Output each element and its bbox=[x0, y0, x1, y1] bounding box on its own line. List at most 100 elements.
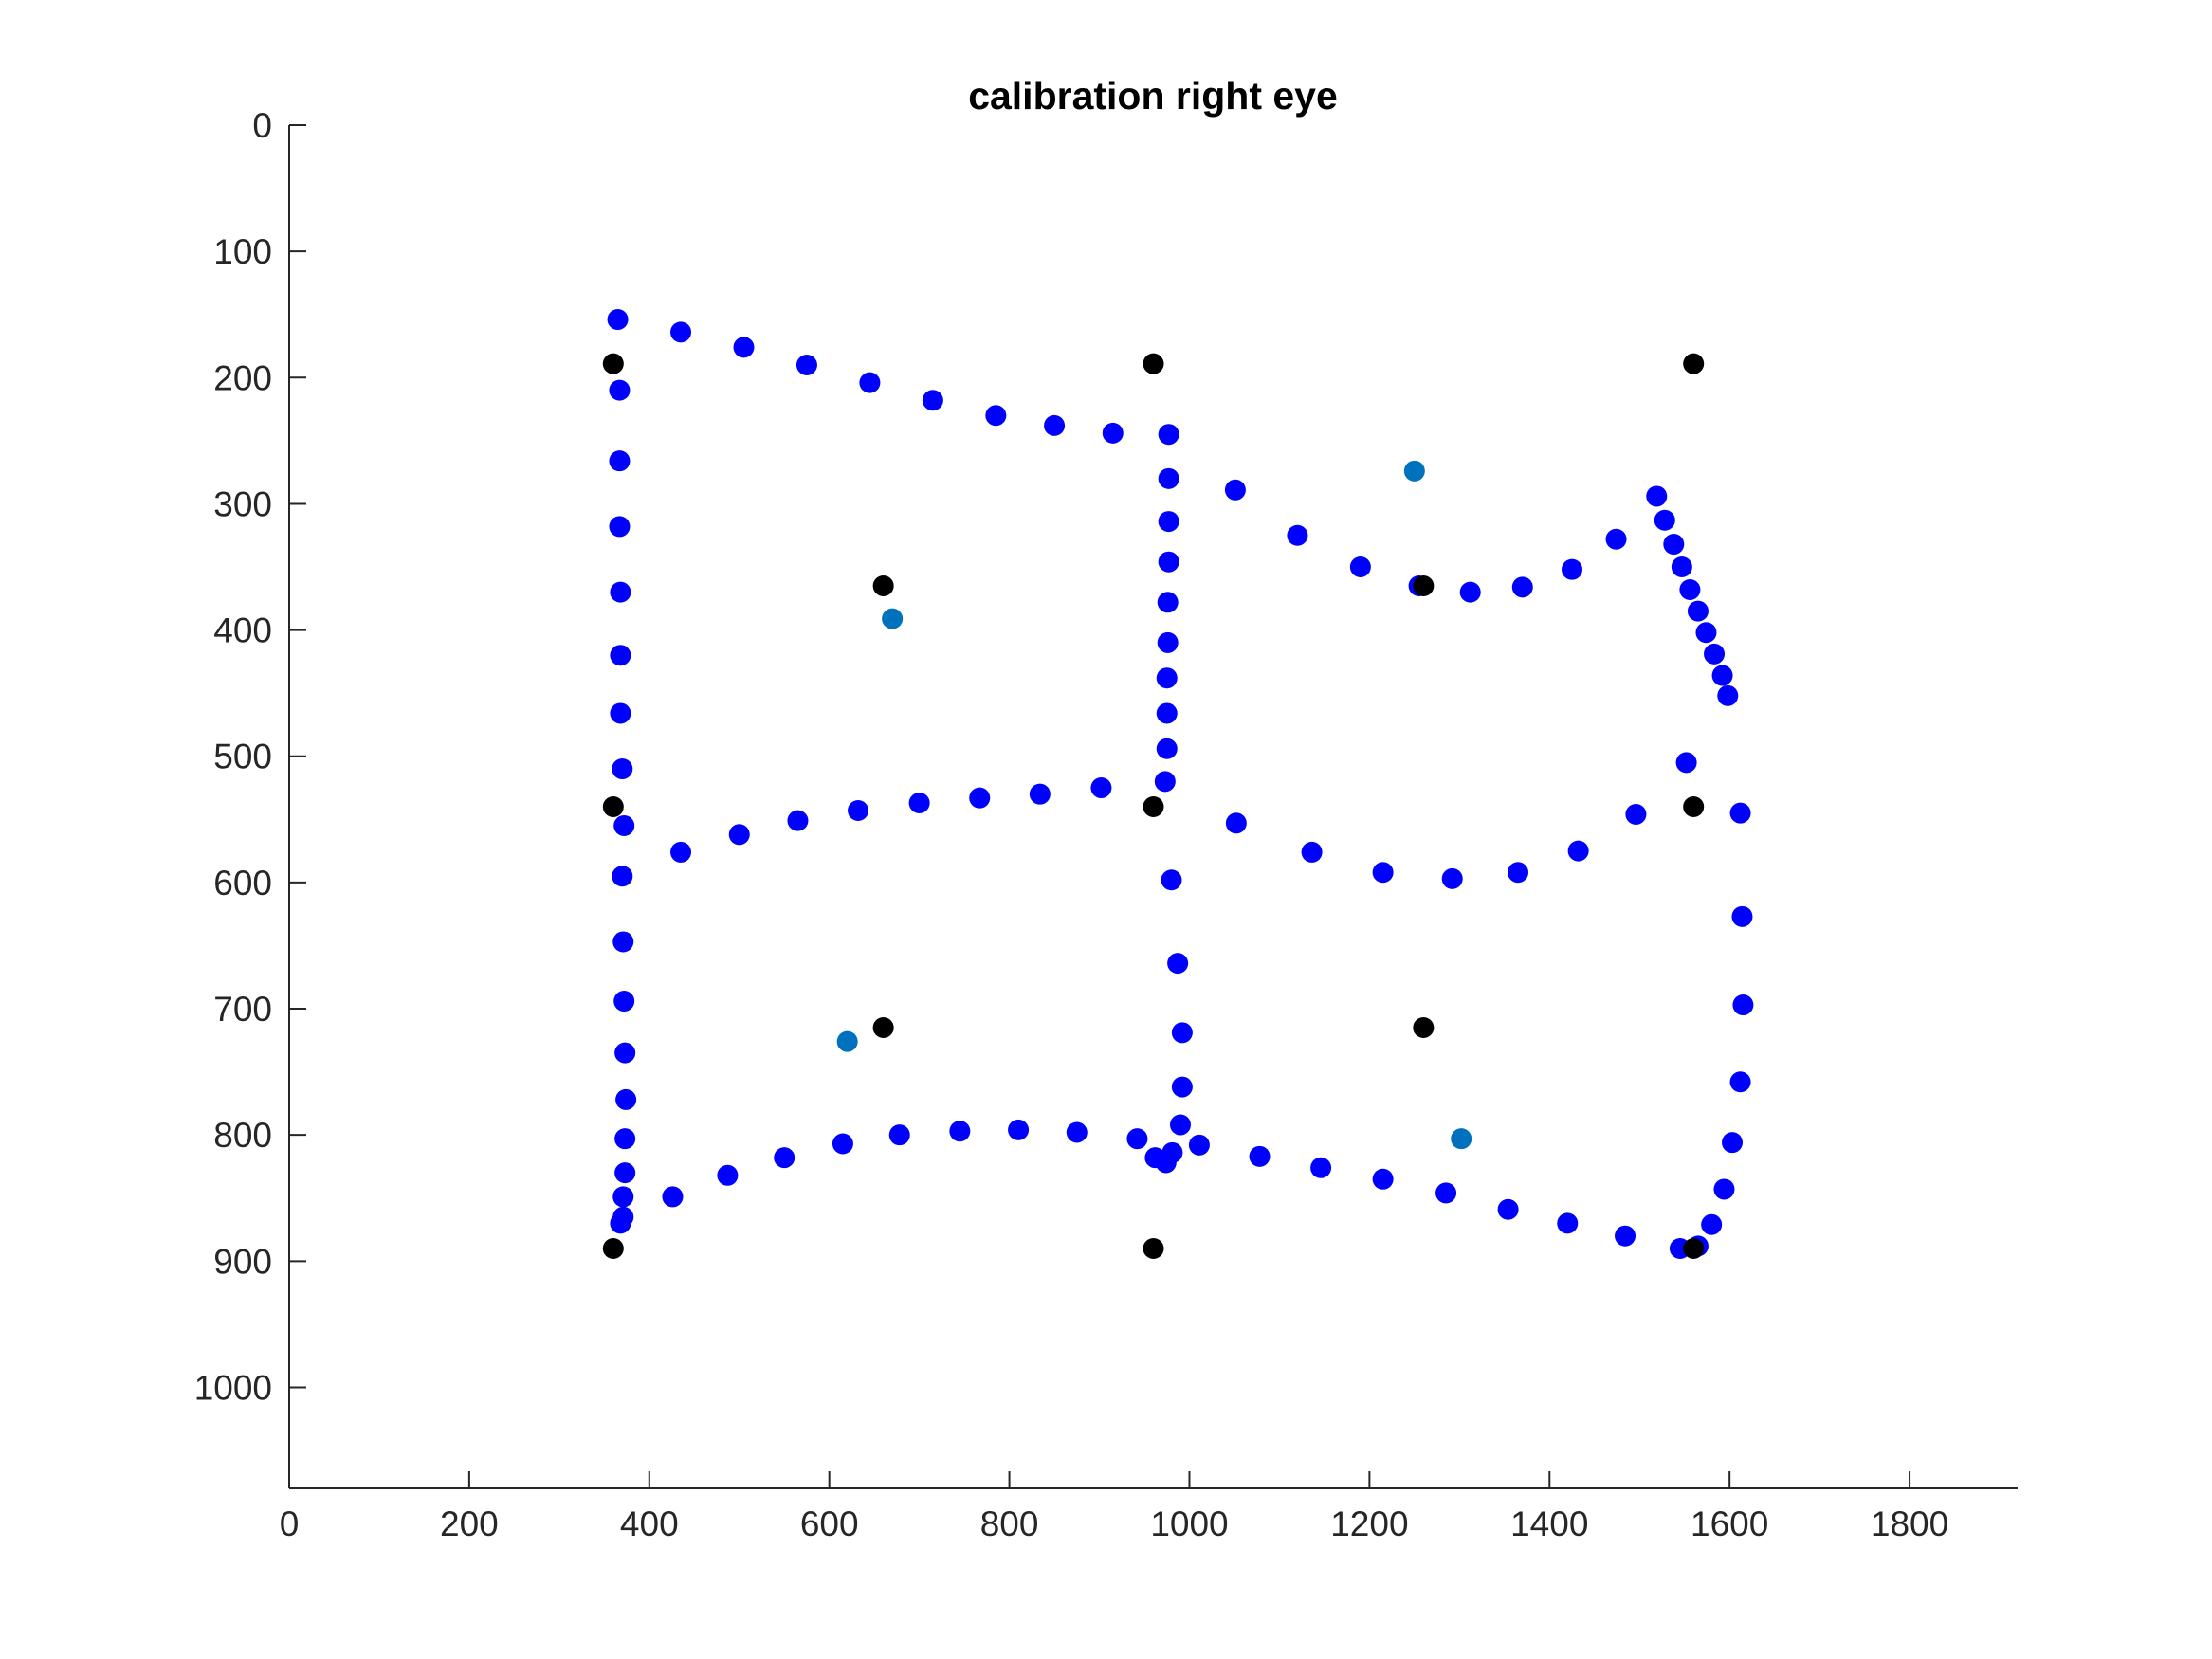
data-point bbox=[717, 1164, 739, 1186]
data-point bbox=[1729, 802, 1751, 824]
data-points bbox=[602, 309, 1754, 1260]
data-point bbox=[1722, 1132, 1744, 1154]
data-point bbox=[1171, 1076, 1193, 1098]
data-point bbox=[1310, 1157, 1332, 1178]
data-point bbox=[1511, 576, 1533, 598]
x-tick-label: 1400 bbox=[1510, 1504, 1588, 1543]
data-point bbox=[733, 337, 755, 358]
data-point bbox=[872, 574, 894, 596]
x-tick-label: 600 bbox=[800, 1504, 859, 1543]
data-point bbox=[1557, 1212, 1579, 1234]
data-point bbox=[1435, 1182, 1457, 1204]
data-point bbox=[1161, 869, 1182, 891]
data-point bbox=[1675, 752, 1697, 774]
data-point bbox=[1687, 600, 1709, 622]
data-point bbox=[1143, 796, 1164, 817]
data-point bbox=[1663, 534, 1685, 556]
data-point bbox=[609, 516, 631, 538]
data-point bbox=[1683, 1238, 1705, 1260]
data-point bbox=[1713, 1178, 1735, 1200]
data-point bbox=[832, 1133, 853, 1155]
data-point bbox=[1451, 1128, 1472, 1150]
data-point bbox=[610, 702, 631, 724]
data-point bbox=[1701, 1213, 1723, 1235]
data-point bbox=[1605, 528, 1627, 550]
data-point bbox=[1156, 738, 1178, 759]
data-point bbox=[1143, 1238, 1164, 1260]
data-point bbox=[614, 1042, 636, 1064]
chart-title: calibration right eye bbox=[968, 74, 1338, 118]
x-tick-label: 1600 bbox=[1691, 1504, 1768, 1543]
data-point bbox=[662, 1186, 684, 1208]
data-point bbox=[610, 581, 631, 603]
data-point bbox=[612, 866, 633, 887]
data-point bbox=[787, 810, 809, 831]
data-point bbox=[1567, 840, 1589, 862]
y-tick-group: 0 100 200 300 400 500 600 700 800 900 1000 bbox=[194, 106, 306, 1407]
data-point bbox=[612, 931, 634, 953]
data-point bbox=[1154, 771, 1176, 793]
data-point bbox=[1508, 862, 1529, 884]
data-point bbox=[1413, 574, 1435, 596]
data-point bbox=[670, 841, 692, 863]
data-point bbox=[1441, 867, 1463, 889]
y-tick-label: 200 bbox=[213, 358, 272, 397]
data-point bbox=[774, 1147, 795, 1169]
data-point bbox=[1158, 467, 1179, 489]
data-point bbox=[1287, 524, 1308, 546]
data-point bbox=[1654, 509, 1675, 531]
data-point bbox=[1156, 667, 1178, 689]
data-point bbox=[1731, 905, 1753, 927]
data-point bbox=[922, 390, 943, 411]
data-point bbox=[612, 758, 633, 780]
data-point bbox=[949, 1121, 971, 1142]
x-tick-label: 400 bbox=[620, 1504, 679, 1543]
data-point bbox=[1497, 1198, 1519, 1220]
data-point bbox=[795, 354, 817, 375]
data-point bbox=[609, 379, 631, 401]
data-point bbox=[609, 450, 631, 472]
data-point bbox=[1158, 551, 1179, 573]
data-point bbox=[728, 824, 750, 846]
data-point bbox=[1126, 1128, 1148, 1150]
data-point bbox=[607, 309, 629, 331]
data-point bbox=[670, 321, 692, 343]
data-point bbox=[602, 1238, 624, 1260]
data-point bbox=[614, 1162, 636, 1184]
data-point bbox=[1695, 622, 1717, 644]
data-point bbox=[1403, 460, 1425, 482]
data-point bbox=[1161, 1141, 1183, 1163]
data-point bbox=[872, 1017, 894, 1039]
data-point bbox=[1158, 424, 1179, 446]
data-point bbox=[1167, 953, 1189, 975]
data-point bbox=[1732, 994, 1754, 1016]
data-point bbox=[1683, 353, 1705, 374]
data-point bbox=[1225, 812, 1247, 834]
data-point bbox=[1158, 511, 1179, 533]
data-point bbox=[1729, 1071, 1751, 1093]
x-tick-group: 0 200 400 600 800 1000 1200 1400 1600 1800 bbox=[280, 1471, 1948, 1543]
data-point bbox=[969, 787, 991, 809]
data-point bbox=[1249, 1145, 1271, 1167]
x-tick-label: 800 bbox=[980, 1504, 1039, 1543]
data-point bbox=[1679, 578, 1701, 600]
data-point bbox=[1188, 1134, 1210, 1156]
data-point bbox=[1349, 556, 1371, 578]
x-tick-label: 1800 bbox=[1871, 1504, 1948, 1543]
data-point bbox=[1683, 796, 1705, 817]
x-tick-label: 1200 bbox=[1330, 1504, 1408, 1543]
data-point bbox=[1156, 702, 1178, 724]
data-point bbox=[1625, 803, 1647, 825]
data-point bbox=[1413, 1017, 1435, 1039]
y-tick-label: 700 bbox=[213, 990, 272, 1029]
data-point bbox=[985, 405, 1007, 427]
y-tick-label: 800 bbox=[213, 1116, 272, 1155]
data-point bbox=[610, 645, 631, 666]
data-point bbox=[1102, 422, 1124, 444]
data-point bbox=[1169, 1114, 1191, 1136]
data-point bbox=[1372, 1168, 1394, 1190]
data-point bbox=[1090, 777, 1112, 799]
x-tick-label: 1000 bbox=[1150, 1504, 1228, 1543]
x-tick-label: 0 bbox=[280, 1504, 300, 1543]
